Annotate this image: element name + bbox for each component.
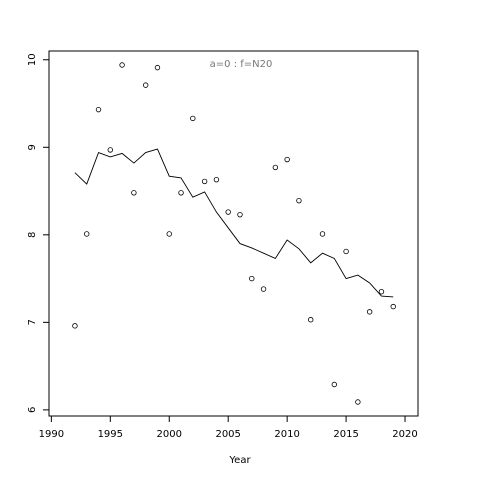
point: [131, 190, 137, 196]
point: [249, 275, 255, 282]
x-tick-label: 2015: [333, 429, 358, 440]
point: [296, 197, 302, 204]
x-tick-label: 2010: [274, 429, 299, 440]
point: [107, 147, 114, 153]
plot-box: [48, 50, 419, 417]
point: [190, 115, 196, 122]
point: [119, 62, 125, 68]
x-tick-label: 2000: [157, 429, 182, 440]
x-axis-label: Year: [228, 455, 251, 466]
point: [343, 248, 349, 255]
point: [201, 178, 208, 185]
point: [237, 211, 243, 218]
point: [142, 82, 149, 88]
point: [284, 156, 290, 163]
trend-line: [74, 148, 394, 298]
point: [331, 381, 337, 388]
point: [366, 309, 373, 315]
point: [84, 231, 90, 237]
point: [166, 231, 172, 237]
y-tick-label: 7: [27, 319, 38, 325]
point: [378, 289, 385, 295]
point: [213, 176, 220, 183]
point: [154, 64, 161, 71]
point: [95, 106, 102, 113]
point: [390, 303, 396, 310]
point: [72, 323, 78, 329]
x-tick-label: 2005: [215, 429, 240, 440]
y-tick-label: 8: [27, 232, 38, 238]
point: [225, 209, 231, 215]
x-tick-label: 1990: [39, 429, 64, 440]
point: [308, 317, 314, 323]
point: [355, 399, 361, 405]
point: [272, 164, 279, 171]
point: [319, 231, 326, 237]
y-tick-label: 6: [27, 407, 38, 413]
x-tick-label: 2020: [392, 429, 417, 440]
y-tick-label: 10: [27, 53, 38, 66]
x-tick-label: 1995: [98, 429, 123, 440]
point: [260, 286, 267, 292]
annotation: a=0 : f=N20: [210, 59, 273, 70]
point: [178, 190, 184, 196]
y-tick-label: 9: [27, 144, 38, 150]
